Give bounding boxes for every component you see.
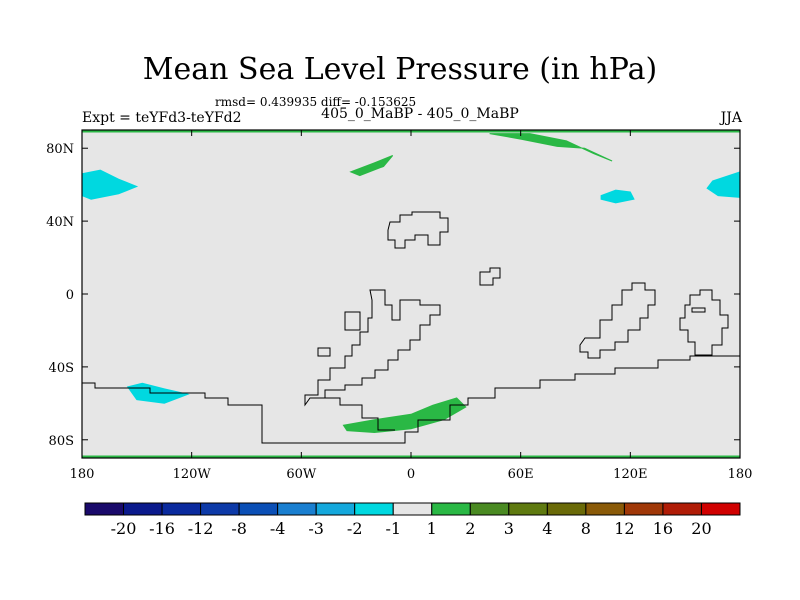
coastline-south-america [304,289,441,407]
y-tick-label: 0 [66,288,74,303]
x-tick-label: 0 [407,467,415,482]
y-tick-label: 80N [46,142,74,157]
colorbar-box [662,502,702,516]
coastline-australia [679,289,729,356]
negative-anomaly-northeast-pacific [706,171,740,198]
colorbar: -20 -16 -12 -8 -4 -3 -2 -1 1 2 3 4 8 12 16 20 [84,502,741,538]
colorbar-box [84,502,125,516]
colorbar-label: -12 [188,519,214,538]
coastline-arabia [479,267,501,286]
colorbar-box [623,502,664,516]
colorbar-label: 8 [581,519,591,538]
y-tick-label: 80S [49,434,74,449]
statistics-text: rmsd= 0.439935 diff= -0.153625 [215,95,417,109]
coastline-island-1 [344,311,361,331]
colorbar-label: 1 [427,519,437,538]
colorbar-label: -4 [270,519,286,538]
positive-anomaly-greenland [349,155,394,177]
y-tick-label: 40S [49,361,74,376]
x-tick-label: 60E [508,467,534,482]
colorbar-box [392,502,433,516]
x-tick-label: 180 [70,467,95,482]
colorbar-box [161,502,202,516]
coastline-antarctica [82,355,740,444]
colorbar-label: 16 [653,519,673,538]
colorbar-label: -20 [111,519,137,538]
negative-anomaly-northwest-pacific [82,169,139,200]
colorbar-label: -3 [308,519,324,538]
coastline-north-africa [387,211,449,249]
colorbar-box [315,502,356,516]
colorbar-label: 20 [691,519,711,538]
colorbar-box [123,502,163,516]
colorbar-box [585,502,625,516]
coastline-south-america-south [310,397,395,431]
colorbar-label: -1 [385,519,401,538]
colorbar-box [700,502,741,516]
colorbar-box [200,502,240,516]
y-axis: 80N 40N 0 40S 80S [46,142,740,449]
positive-anomaly-southern-ocean [342,397,467,434]
colorbar-box [508,502,548,516]
x-axis: 180 120W 60W 0 60E 120E 180 [70,130,753,482]
colorbar-box [469,502,510,516]
y-tick-label: 40N [46,215,74,230]
x-tick-label: 60W [286,467,317,482]
x-tick-label: 120W [173,467,212,482]
colorbar-label: -2 [347,519,363,538]
colorbar-label: -8 [231,519,247,538]
colorbar-box [277,502,317,516]
x-tick-label: 180 [728,467,753,482]
colorbar-box [431,502,471,516]
negative-anomaly-north-asia [600,189,635,204]
colorbar-box [546,502,587,516]
positive-anomaly-arctic [489,133,613,162]
colorbar-box [354,502,394,516]
map-background [82,130,740,458]
experiment-label: Expt = teYFd3-teYFd2 [82,110,242,126]
coastline-africa-south [579,282,656,359]
colorbar-label: 2 [465,519,475,538]
chart-title: Mean Sea Level Pressure (in hPa) [142,52,658,87]
colorbar-label: -16 [149,519,175,538]
colorbar-label: 12 [614,519,634,538]
coastline-island-2 [317,347,331,357]
colorbar-label: 4 [542,519,552,538]
season-label: JJA [720,110,742,126]
colorbar-box [238,502,279,516]
colorbar-label: 3 [504,519,514,538]
coastlines [82,211,740,444]
coastline-east-edge [691,307,706,313]
period-label: 405_0_MaBP - 405_0_MaBP [321,106,519,122]
x-tick-label: 120E [613,467,647,482]
